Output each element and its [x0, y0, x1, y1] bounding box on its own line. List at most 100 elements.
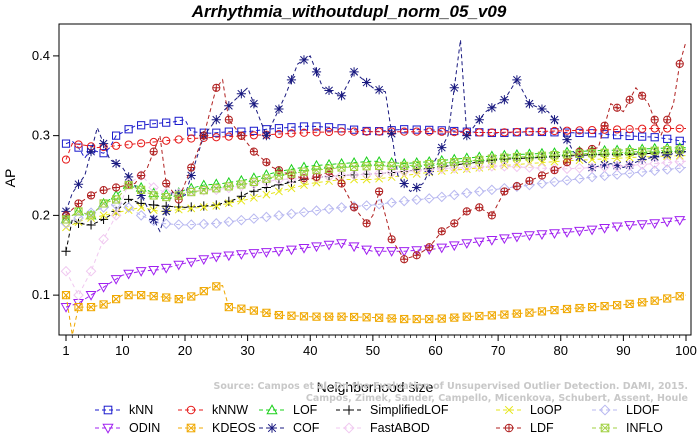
data-point — [362, 313, 371, 322]
data-point — [663, 294, 672, 303]
data-point — [537, 104, 547, 114]
data-point — [73, 179, 84, 189]
data-point — [649, 219, 661, 229]
data-point — [462, 157, 471, 166]
data-point — [324, 127, 334, 137]
data-point — [324, 164, 334, 173]
data-point — [349, 162, 359, 172]
data-point — [187, 187, 196, 197]
data-point — [587, 125, 597, 135]
data-point — [450, 313, 459, 322]
data-point — [337, 127, 346, 136]
data-point — [174, 191, 183, 200]
data-point — [361, 245, 373, 256]
data-point — [162, 179, 170, 188]
data-point — [325, 164, 333, 173]
data-point — [298, 206, 310, 218]
data-point — [588, 303, 597, 312]
data-point — [99, 186, 108, 194]
data-point — [87, 303, 96, 312]
data-point — [299, 312, 309, 321]
legend-item-knnw: kNNW — [178, 403, 248, 417]
data-point — [137, 291, 146, 300]
data-point — [475, 311, 484, 321]
data-point — [387, 161, 396, 170]
data-point — [267, 423, 277, 433]
data-point — [250, 147, 258, 156]
data-point — [99, 199, 108, 208]
data-point — [487, 311, 496, 320]
data-point — [337, 163, 346, 172]
data-point — [450, 219, 458, 227]
data-point — [187, 163, 195, 172]
data-point — [375, 161, 384, 170]
data-point — [650, 152, 660, 162]
data-point — [524, 99, 535, 109]
data-point — [174, 205, 183, 214]
data-point — [373, 168, 385, 179]
data-point — [162, 136, 171, 145]
data-point — [274, 310, 284, 320]
data-point — [638, 132, 647, 141]
data-point — [262, 174, 271, 183]
data-point — [400, 161, 409, 171]
data-point — [149, 137, 158, 147]
watermark-line: Campos, Zimek, Sander, Campello, Micenko… — [306, 393, 688, 404]
data-point — [625, 147, 634, 157]
data-point — [650, 296, 659, 305]
data-point — [299, 122, 309, 131]
data-point — [599, 160, 610, 170]
data-point — [500, 153, 509, 162]
data-point — [112, 131, 121, 140]
data-point — [613, 104, 621, 112]
data-point — [149, 292, 158, 301]
data-point — [438, 227, 446, 235]
data-point — [600, 423, 610, 433]
legend-label: SimplifiedLOF — [370, 403, 449, 417]
data-point — [449, 83, 459, 93]
data-point — [312, 166, 321, 175]
data-point — [561, 174, 573, 186]
plot-area — [58, 23, 692, 336]
data-point — [536, 178, 548, 189]
data-point — [675, 145, 684, 154]
data-point — [512, 153, 521, 161]
data-point — [174, 116, 183, 125]
data-point — [362, 162, 371, 171]
data-point — [663, 116, 671, 124]
data-point — [398, 195, 410, 207]
data-point — [599, 224, 611, 234]
x-tick-label: 70 — [491, 343, 505, 358]
data-point — [87, 211, 96, 220]
data-point — [412, 125, 421, 134]
data-point — [474, 161, 485, 173]
data-point — [624, 167, 635, 179]
data-point — [475, 312, 484, 320]
data-point — [386, 247, 398, 257]
data-point — [450, 166, 459, 175]
data-point — [74, 207, 83, 216]
data-point — [261, 131, 272, 141]
data-point — [248, 249, 260, 259]
data-point — [212, 184, 221, 193]
data-point — [388, 235, 396, 243]
data-point — [475, 128, 484, 137]
data-point — [536, 230, 548, 240]
data-point — [675, 292, 684, 301]
data-point — [473, 237, 485, 248]
data-point — [237, 180, 246, 189]
data-point — [661, 157, 673, 168]
data-point — [400, 314, 409, 324]
data-point — [500, 310, 509, 319]
data-point — [74, 303, 83, 312]
data-point — [550, 306, 559, 315]
data-point — [525, 308, 534, 317]
data-point — [325, 312, 333, 321]
data-point — [512, 309, 522, 318]
data-point — [287, 169, 296, 178]
data-point — [600, 423, 610, 433]
data-point — [450, 158, 459, 167]
data-point — [73, 212, 84, 224]
data-point — [437, 143, 447, 153]
data-point — [350, 313, 359, 321]
